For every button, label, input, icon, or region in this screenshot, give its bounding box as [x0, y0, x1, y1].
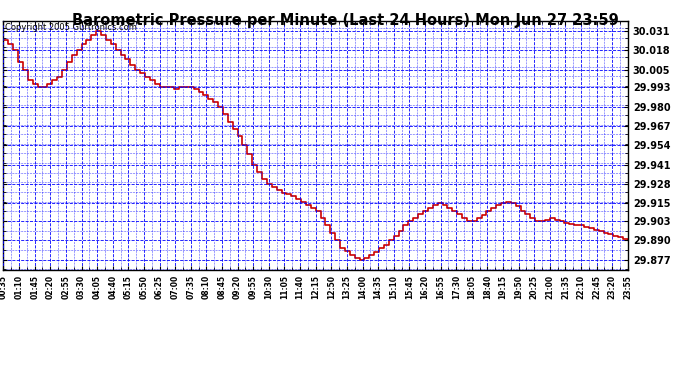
Text: Barometric Pressure per Minute (Last 24 Hours) Mon Jun 27 23:59: Barometric Pressure per Minute (Last 24 … [72, 13, 618, 28]
Text: Copyright 2005 Gurtronics.com: Copyright 2005 Gurtronics.com [5, 23, 137, 32]
